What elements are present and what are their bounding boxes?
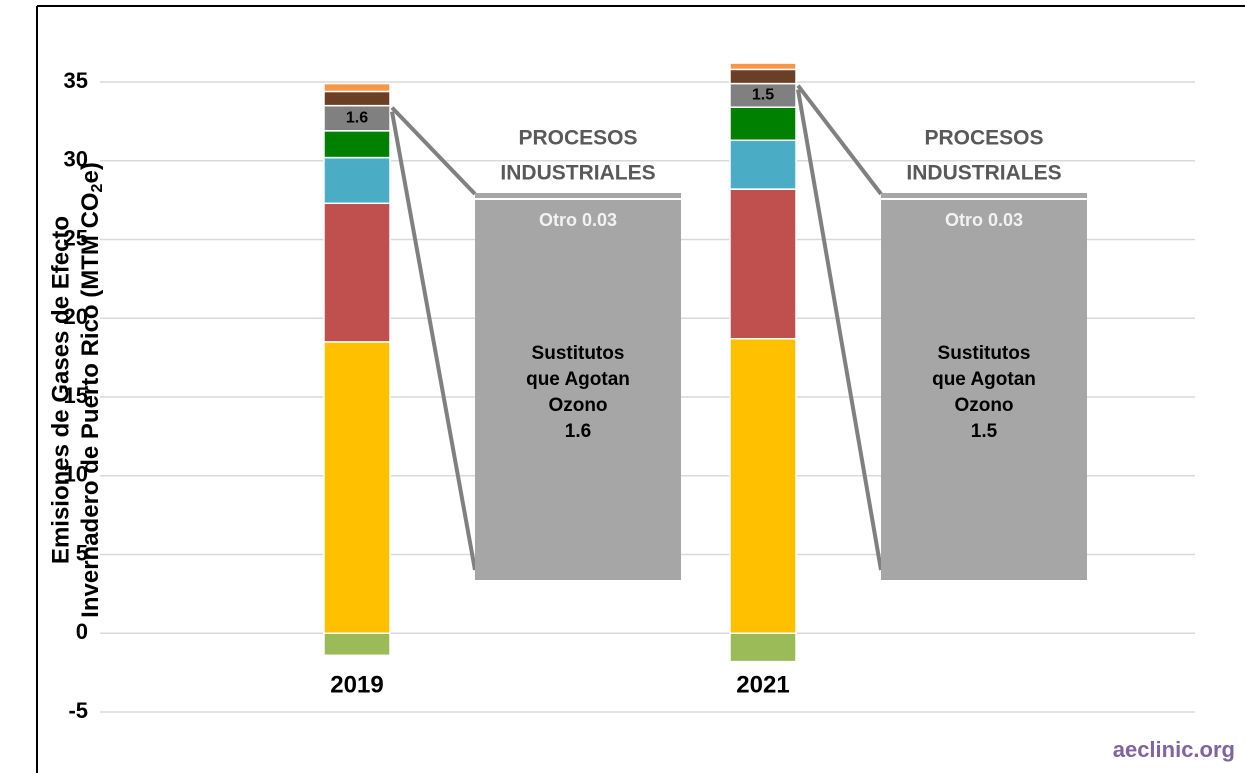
bar-segment [729, 188, 797, 340]
callout-heading: INDUSTRIALES [906, 162, 1061, 185]
y-tick-label: 0 [76, 619, 88, 644]
callout-heading: PROCESOS [518, 127, 637, 150]
y-tick-label: 25 [64, 225, 88, 250]
x-tick-label: 2021 [736, 671, 789, 698]
data-label: 1.6 [346, 109, 368, 126]
callout-main: que Agotan [932, 369, 1036, 390]
callout-heading: INDUSTRIALES [500, 162, 655, 185]
bar-segment [729, 632, 797, 663]
y-axis-label-end: e) [77, 162, 104, 183]
callout-line [796, 89, 883, 571]
callout-main: Sustitutos [938, 343, 1031, 364]
y-axis-label: Invernadero de Puerto Rico (MTM CO2e) [77, 162, 106, 618]
bar-segment [323, 156, 391, 205]
callout-box [475, 200, 681, 580]
bar-segment [729, 62, 797, 71]
callout-box [881, 200, 1087, 580]
y-tick-label: 35 [64, 68, 88, 93]
callout-box-top [475, 193, 681, 198]
callout-heading: PROCESOS [924, 127, 1043, 150]
y-tick-label: 30 [64, 147, 88, 172]
source: aeclinic.org [1113, 737, 1235, 762]
callout-main: Ozono [548, 395, 607, 416]
bar-segment [323, 82, 391, 93]
bar-segment [323, 130, 391, 159]
callout-main: Sustitutos [532, 343, 625, 364]
annotations: PROCESOS INDUSTRIALES Otro 0.03 Sustitutos q… [390, 84, 1087, 580]
y-axis-label-text: Invernadero de Puerto Rico (MTM CO [77, 192, 104, 617]
callout-main: que Agotan [526, 369, 630, 390]
y-axis-label: Emisiones de Gases de Efecto [47, 216, 74, 564]
bar-segment [323, 341, 391, 634]
callout-main: 1.5 [971, 421, 998, 442]
bar-segment [729, 337, 797, 634]
y-tick-label: 15 [64, 383, 88, 408]
callout-other: Otro 0.03 [539, 210, 617, 230]
y-tick-label: 20 [64, 304, 88, 329]
bar-segment [729, 139, 797, 190]
callout-line [390, 106, 477, 196]
bar-segment [323, 202, 391, 343]
x-tick-label: 2019 [330, 671, 383, 698]
y-tick-label: 5 [76, 540, 88, 565]
data-label: 1.5 [752, 87, 774, 104]
y-tick-label: -5 [68, 698, 88, 723]
y-axis-label-sub: 2 [89, 183, 106, 192]
bar-segment [729, 68, 797, 85]
callout-main: 1.6 [565, 421, 591, 442]
bar-segment [729, 106, 797, 142]
y-tick-label: 10 [64, 462, 88, 487]
bar-segment [323, 90, 391, 107]
callout-other: Otro 0.03 [945, 210, 1023, 230]
bars: 1.6 2019 1.5 2021 [323, 62, 797, 698]
callout-box-top [881, 193, 1087, 198]
callout-line [390, 111, 477, 571]
bar-segment [323, 632, 391, 657]
callout-line [796, 84, 883, 196]
callout-main: Ozono [954, 395, 1013, 416]
